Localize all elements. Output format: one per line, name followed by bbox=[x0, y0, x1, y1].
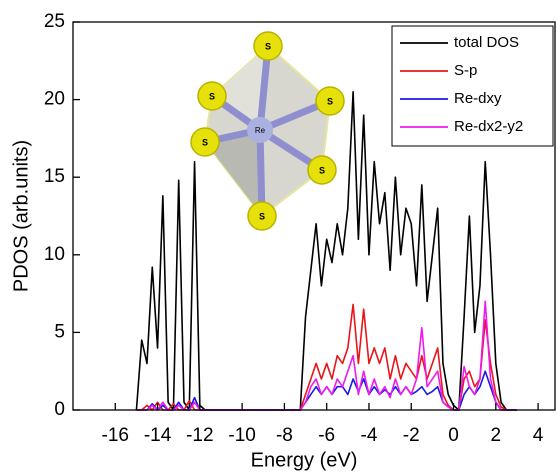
legend-box bbox=[391, 25, 554, 147]
atom-label: S bbox=[209, 91, 215, 101]
y-axis-label: PDOS (arb.units) bbox=[10, 140, 32, 292]
x-tick-label: -6 bbox=[318, 425, 335, 446]
x-tick-label: -12 bbox=[186, 425, 213, 446]
x-tick-label: -10 bbox=[228, 425, 255, 446]
x-tick-label: -16 bbox=[102, 425, 129, 446]
x-tick-label: 2 bbox=[491, 425, 502, 446]
s-atom bbox=[253, 31, 283, 61]
s-atom bbox=[247, 201, 277, 231]
y-tick-label: 20 bbox=[44, 89, 65, 110]
octahedron-face bbox=[212, 46, 268, 130]
s-atom bbox=[197, 81, 227, 111]
y-tick-label: 25 bbox=[44, 11, 65, 32]
y-tick-label: 15 bbox=[44, 166, 65, 187]
structure-inset: Re S S S S S S bbox=[190, 31, 345, 231]
x-tick-label: -4 bbox=[361, 425, 378, 446]
x-tick-label: -2 bbox=[403, 425, 420, 446]
re-atom bbox=[247, 117, 273, 143]
y-tick-label: 0 bbox=[54, 399, 65, 420]
s-atom bbox=[315, 86, 345, 116]
y-tick-label: 10 bbox=[44, 244, 65, 265]
octahedron-face bbox=[205, 130, 262, 216]
legend-label: Re-dx2-y2 bbox=[454, 118, 523, 135]
atom-label: S bbox=[259, 211, 265, 221]
x-tick-label: -8 bbox=[276, 425, 293, 446]
plot-frame bbox=[72, 21, 556, 411]
legend-label: total DOS bbox=[454, 34, 519, 51]
s-atom bbox=[307, 155, 337, 185]
legend-label: S-p bbox=[454, 62, 477, 79]
atom-label: S bbox=[319, 165, 325, 175]
x-tick-label: -14 bbox=[144, 425, 172, 446]
atom-label: S bbox=[327, 96, 333, 106]
x-tick-label: 0 bbox=[448, 425, 459, 446]
x-axis-label: Energy (eV) bbox=[251, 449, 358, 471]
legend-label: Re-dxy bbox=[454, 90, 502, 107]
atom-label: S bbox=[202, 137, 208, 147]
y-tick-label: 5 bbox=[54, 321, 65, 342]
atom-label: S bbox=[265, 41, 271, 51]
x-tick-label: 4 bbox=[533, 425, 544, 446]
atom-label: Re bbox=[255, 126, 266, 135]
s-atom bbox=[190, 127, 220, 157]
